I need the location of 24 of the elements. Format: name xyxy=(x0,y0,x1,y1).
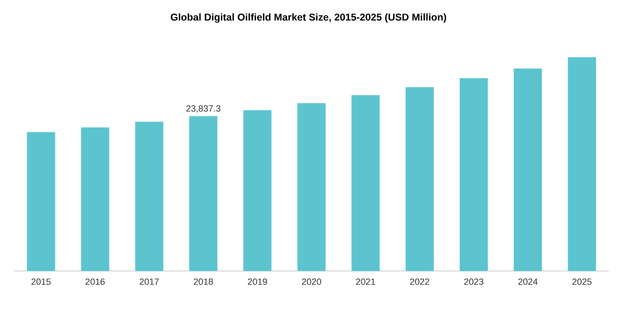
x-tick-label: 2021 xyxy=(356,278,376,285)
x-tick-label: 2020 xyxy=(302,278,322,285)
x-tick-label: 2017 xyxy=(140,278,159,285)
bar xyxy=(351,95,380,272)
bar xyxy=(405,87,434,272)
bar xyxy=(135,122,164,272)
x-tick-label: 2022 xyxy=(410,278,430,285)
bar xyxy=(189,116,218,272)
chart-title: Global Digital Oilfield Market Size, 2015-2025 (USD Million) xyxy=(170,13,446,23)
x-tick-label: 2023 xyxy=(464,278,484,285)
x-tick-label: 2019 xyxy=(248,278,267,285)
x-tick-label: 2024 xyxy=(518,278,538,285)
bar xyxy=(26,132,56,272)
bar xyxy=(243,110,272,272)
bar xyxy=(80,127,110,272)
bar xyxy=(568,57,596,272)
x-tick-label: 2015 xyxy=(32,278,51,285)
bar xyxy=(514,68,542,272)
bar xyxy=(297,103,326,272)
data-label: 23,837.3 xyxy=(186,105,220,113)
x-tick-label: 2018 xyxy=(194,278,213,285)
x-tick-label: 2025 xyxy=(572,278,592,285)
bar xyxy=(460,78,488,272)
x-tick-label: 2016 xyxy=(86,278,105,285)
